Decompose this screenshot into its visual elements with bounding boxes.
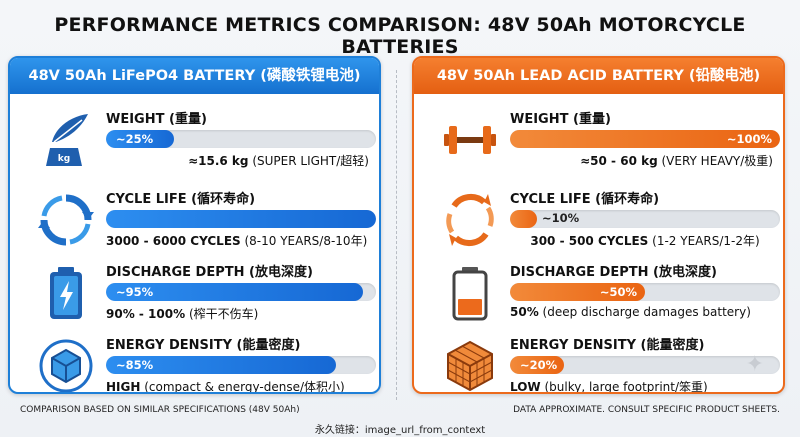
weight-value: ≈50 - 60 kg (VERY HEAVY/极重) <box>580 154 773 168</box>
weight-bar-fill: ~25% <box>106 130 174 148</box>
density-bar-fill: ~85% <box>106 356 336 374</box>
cycle-value: 3000 - 6000 CYCLES (8-10 YEARS/8-10年) <box>106 234 368 248</box>
svg-text:kg: kg <box>58 154 70 164</box>
density-bar: ~85% <box>106 356 376 374</box>
lead-acid-density-metric: ENERGY DENSITY (能量密度) ~20% LOW (bulky, l… <box>414 334 783 394</box>
density-value: HIGH (compact & energy-dense/体积小) <box>106 380 345 394</box>
discharge-bar: ~50% <box>510 283 780 301</box>
metric-label: CYCLE LIFE (循环寿命) <box>106 192 256 207</box>
lifepo4-density-metric: ENERGY DENSITY (能量密度) ~85% HIGH (compact… <box>10 334 379 394</box>
lead-acid-panel: 48V 50Ah LEAD ACID BATTERY (铅酸电池) WEIGHT… <box>412 56 785 394</box>
metric-label: DISCHARGE DEPTH (放电深度) <box>106 265 313 280</box>
grid-cube-icon <box>447 340 493 392</box>
cycle-bar-fill <box>510 210 537 228</box>
page-title: PERFORMANCE METRICS COMPARISON: 48V 50Ah… <box>54 14 746 58</box>
dumbbell-icon <box>444 126 496 154</box>
footnote-left: COMPARISON BASED ON SIMILAR SPECIFICATIO… <box>20 405 300 415</box>
metric-label: ENERGY DENSITY (能量密度) <box>510 338 705 353</box>
lead-acid-cycle-metric: CYCLE LIFE (循环寿命) ~10% 300 - 500 CYCLES … <box>414 188 783 260</box>
cycle-bar <box>510 210 780 228</box>
cycle-arrows-icon <box>446 193 494 247</box>
lifepo4-weight-metric: kg WEIGHT (重量) ~25% ≈15.6 kg (SUPER LIGH… <box>10 108 379 180</box>
metric-label: WEIGHT (重量) <box>106 112 207 127</box>
density-bar-fill: ~20% <box>510 356 564 374</box>
lead-acid-discharge-metric: DISCHARGE DEPTH (放电深度) ~50% 50% (deep di… <box>414 261 783 333</box>
discharge-bar: ~95% <box>106 283 376 301</box>
discharge-bar-fill: ~50% <box>510 283 645 301</box>
dense-cube-icon <box>39 339 93 392</box>
lead-acid-header: 48V 50Ah LEAD ACID BATTERY (铅酸电池) <box>414 58 783 94</box>
permalink-text: 永久链接：image_url_from_context <box>314 425 486 436</box>
lifepo4-discharge-metric: DISCHARGE DEPTH (放电深度) ~95% 90% - 100% (… <box>10 261 379 333</box>
cycle-bar <box>106 210 376 228</box>
weight-value: ≈15.6 kg (SUPER LIGHT/超轻) <box>188 154 369 168</box>
cycle-bar-fill <box>106 210 376 228</box>
battery-low-icon <box>452 267 488 321</box>
feather-weight-icon: kg <box>46 114 88 166</box>
metric-label: WEIGHT (重量) <box>510 112 611 127</box>
density-value: LOW (bulky, large footprint/笨重) <box>510 380 708 394</box>
metric-label: ENERGY DENSITY (能量密度) <box>106 338 301 353</box>
weight-bar-fill: ~100% <box>510 130 780 148</box>
sparkle-icon: ✦ <box>745 352 764 377</box>
weight-bar: ~100% <box>510 130 780 148</box>
lifepo4-cycle-metric: CYCLE LIFE (循环寿命) 3000 - 6000 CYCLES (8-… <box>10 188 379 260</box>
density-bar: ~20% <box>510 356 780 374</box>
metric-label: CYCLE LIFE (循环寿命) <box>510 192 660 207</box>
discharge-value: 50% (deep discharge damages battery) <box>510 305 751 319</box>
battery-bolt-icon <box>50 267 82 319</box>
panel-divider <box>396 70 397 400</box>
discharge-bar-fill: ~95% <box>106 283 363 301</box>
weight-bar: ~25% <box>106 130 376 148</box>
cycle-value: 300 - 500 CYCLES (1-2 YEARS/1-2年) <box>530 234 760 248</box>
cycle-arrows-icon <box>38 194 94 246</box>
lifepo4-panel: 48V 50Ah LiFePO4 BATTERY (磷酸铁锂电池) kg WEI… <box>8 56 381 394</box>
metric-label: DISCHARGE DEPTH (放电深度) <box>510 265 717 280</box>
footnote-right: DATA APPROXIMATE. CONSULT SPECIFIC PRODU… <box>513 405 780 415</box>
discharge-value: 90% - 100% (榨干不伤车) <box>106 307 259 321</box>
lead-acid-weight-metric: WEIGHT (重量) ~100% ≈50 - 60 kg (VERY HEAV… <box>414 108 783 180</box>
lifepo4-header: 48V 50Ah LiFePO4 BATTERY (磷酸铁锂电池) <box>10 58 379 94</box>
cycle-bar-text: ~10% <box>542 211 580 225</box>
